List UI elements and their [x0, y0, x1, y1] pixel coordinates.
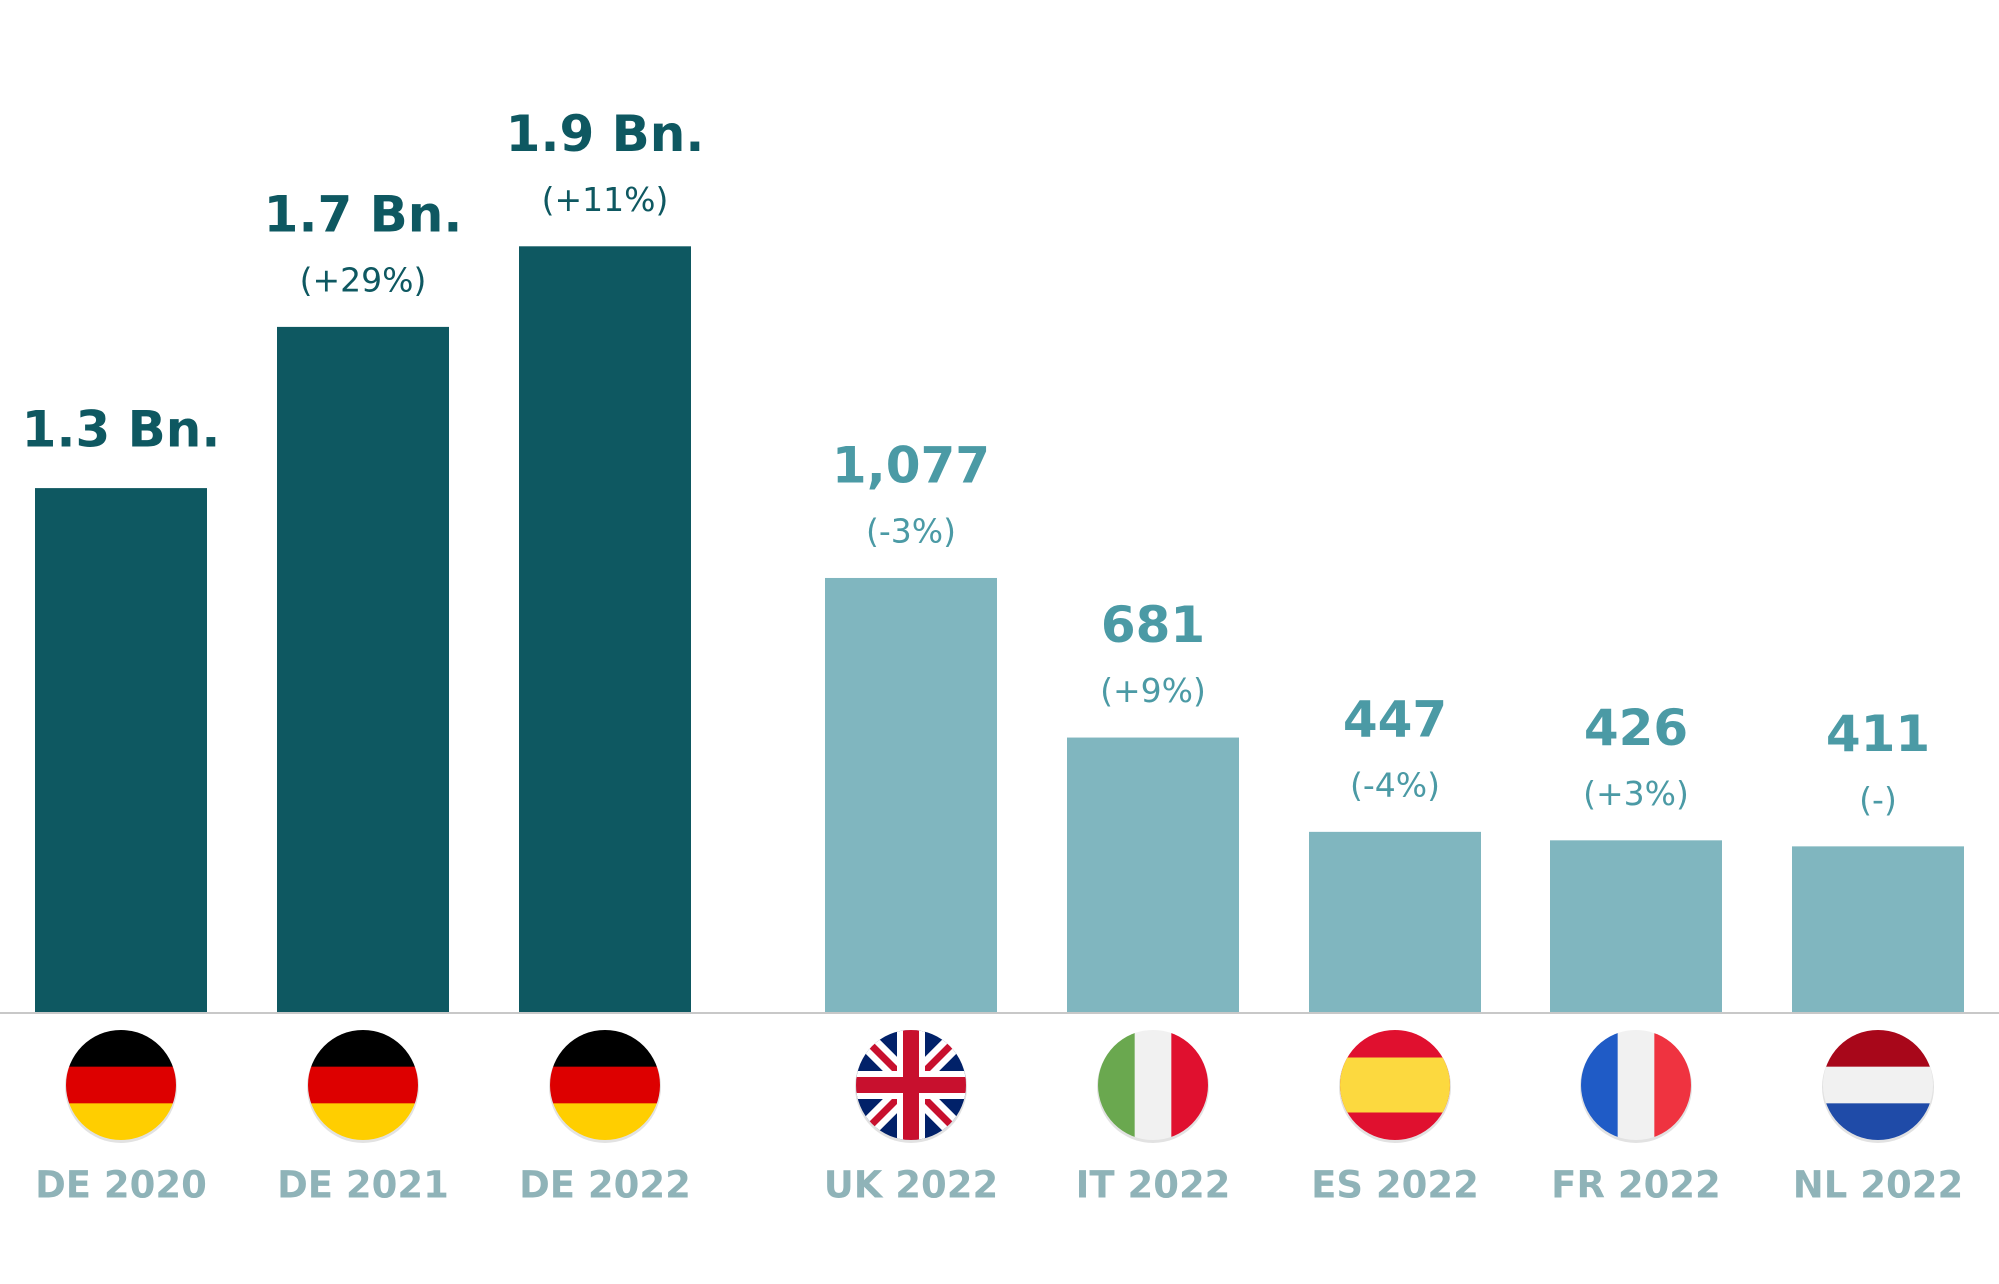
flag-stripe — [66, 1066, 176, 1104]
flag-stripe — [1340, 1057, 1450, 1113]
bar — [1792, 846, 1964, 1012]
flag-stripe — [308, 1103, 418, 1140]
flag — [550, 1030, 660, 1140]
x-tick-label: IT 2022 — [1076, 1164, 1231, 1207]
flag-stripe — [66, 1030, 176, 1068]
bar — [519, 246, 691, 1013]
value-label: 1,077 — [832, 436, 990, 494]
x-tick-label: ES 2022 — [1311, 1164, 1479, 1207]
change-label: (+29%) — [300, 260, 427, 299]
flag — [1340, 1030, 1450, 1140]
change-label: (-) — [1859, 780, 1897, 819]
value-label: 411 — [1826, 705, 1930, 763]
bar — [35, 488, 207, 1013]
flag-stripe — [1823, 1030, 1933, 1068]
flag-stripe — [1823, 1103, 1933, 1140]
flag-stripe — [1823, 1066, 1933, 1104]
change-label: (+11%) — [542, 180, 669, 219]
flag — [856, 1030, 966, 1140]
value-label: 1.9 Bn. — [506, 105, 705, 163]
value-label: 1.3 Bn. — [22, 401, 221, 459]
flag — [66, 1030, 176, 1140]
change-label: (-4%) — [1350, 765, 1440, 804]
x-tick-label: DE 2022 — [519, 1164, 691, 1207]
flag-stripe — [308, 1066, 418, 1104]
value-label: 1.7 Bn. — [264, 185, 463, 243]
x-tick-label: UK 2022 — [824, 1164, 999, 1207]
flag-stripe — [550, 1066, 660, 1104]
flag-stripe — [308, 1030, 418, 1068]
flag — [1098, 1030, 1208, 1140]
flag — [1823, 1030, 1933, 1140]
flag-stripe — [1617, 1030, 1655, 1140]
flag-stripe — [1134, 1030, 1172, 1140]
bar — [277, 326, 449, 1012]
flag-stripe — [550, 1103, 660, 1140]
flag-stripe — [1171, 1030, 1208, 1140]
flag — [1581, 1030, 1691, 1140]
change-label: (+3%) — [1583, 774, 1689, 813]
x-tick-label: FR 2022 — [1551, 1164, 1721, 1207]
x-tick-label: NL 2022 — [1793, 1164, 1963, 1207]
bar — [1067, 737, 1239, 1012]
value-label: 426 — [1584, 699, 1688, 757]
value-label: 681 — [1101, 596, 1205, 654]
flag-stripe — [1654, 1030, 1691, 1140]
bar — [1309, 831, 1481, 1012]
flag-cross — [856, 1030, 966, 1140]
bar — [1550, 840, 1722, 1012]
value-label: 447 — [1343, 690, 1447, 748]
x-tick-label: DE 2021 — [277, 1164, 449, 1207]
bar — [825, 577, 997, 1012]
flag-stripe — [1098, 1030, 1136, 1140]
flag-stripe — [1581, 1030, 1619, 1140]
x-tick-label: DE 2020 — [35, 1164, 207, 1207]
flag — [308, 1030, 418, 1140]
flag-stripe — [550, 1030, 660, 1068]
change-label: (+9%) — [1100, 671, 1206, 710]
change-label: (-3%) — [866, 511, 956, 550]
flag-stripe — [66, 1103, 176, 1140]
